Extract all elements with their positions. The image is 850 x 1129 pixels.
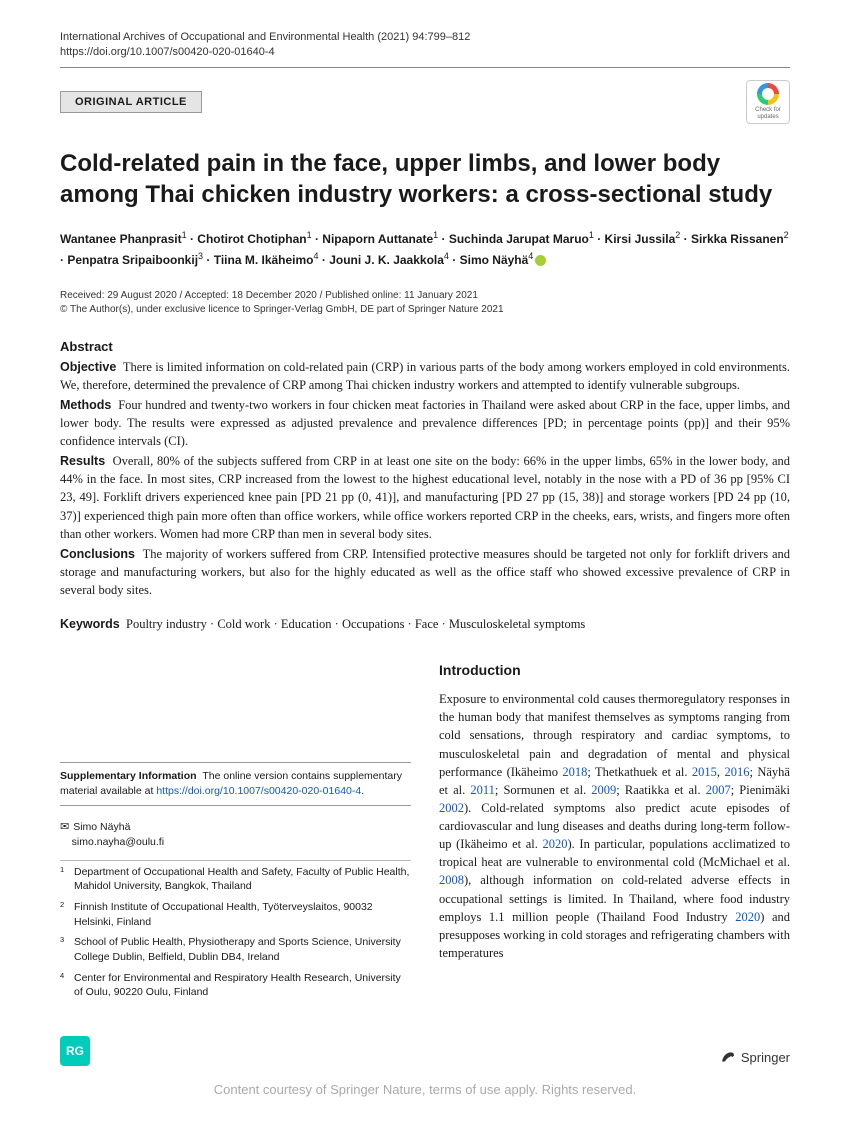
affiliations-list: 1Department of Occupational Health and S… [60, 865, 411, 1001]
right-column: Introduction Exposure to environmental c… [439, 662, 790, 1006]
researchgate-badge[interactable]: RG [60, 1036, 90, 1066]
introduction-heading: Introduction [439, 662, 790, 678]
envelope-icon: ✉ [60, 821, 69, 833]
left-column: Supplementary Information The online ver… [60, 662, 411, 1006]
crossmark-badge[interactable]: Check for updates [746, 80, 790, 124]
springer-horse-icon [719, 1048, 737, 1066]
courtesy-notice: Content courtesy of Springer Nature, ter… [60, 1082, 790, 1097]
page-header: International Archives of Occupational a… [60, 30, 790, 61]
orcid-icon[interactable] [535, 255, 546, 266]
affiliation-item: 4Center for Environmental and Respirator… [60, 971, 411, 1000]
affiliation-item: 2Finnish Institute of Occupational Healt… [60, 900, 411, 929]
journal-citation: International Archives of Occupational a… [60, 30, 470, 45]
correspondence-email[interactable]: simo.nayha@oulu.fi [72, 836, 164, 848]
affiliation-item: 1Department of Occupational Health and S… [60, 865, 411, 894]
publisher-logo: Springer [719, 1048, 790, 1066]
crossmark-icon [757, 83, 779, 105]
introduction-text: Exposure to environmental cold causes th… [439, 690, 790, 962]
publication-dates: Received: 29 August 2020 / Accepted: 18 … [60, 289, 790, 317]
abstract: Abstract Objective There is limited info… [60, 339, 790, 600]
doi-link[interactable]: https://doi.org/10.1007/s00420-020-01640… [60, 45, 470, 60]
article-type-badge: ORIGINAL ARTICLE [60, 91, 202, 113]
article-title: Cold-related pain in the face, upper lim… [60, 148, 790, 210]
header-rule [60, 67, 790, 68]
supplementary-info: Supplementary Information The online ver… [60, 762, 411, 805]
page-footer: RG Springer [60, 1036, 790, 1066]
abstract-heading: Abstract [60, 339, 790, 354]
correspondence: ✉Simo Näyhä simo.nayha@oulu.fi [60, 816, 411, 856]
author-list: Wantanee Phanprasit1 · Chotirot Chotipha… [60, 228, 790, 270]
affiliation-item: 3School of Public Health, Physiotherapy … [60, 935, 411, 964]
supplementary-link[interactable]: https://doi.org/10.1007/s00420-020-01640… [156, 785, 361, 797]
keywords: Keywords Poultry industry · Cold work · … [60, 617, 790, 632]
